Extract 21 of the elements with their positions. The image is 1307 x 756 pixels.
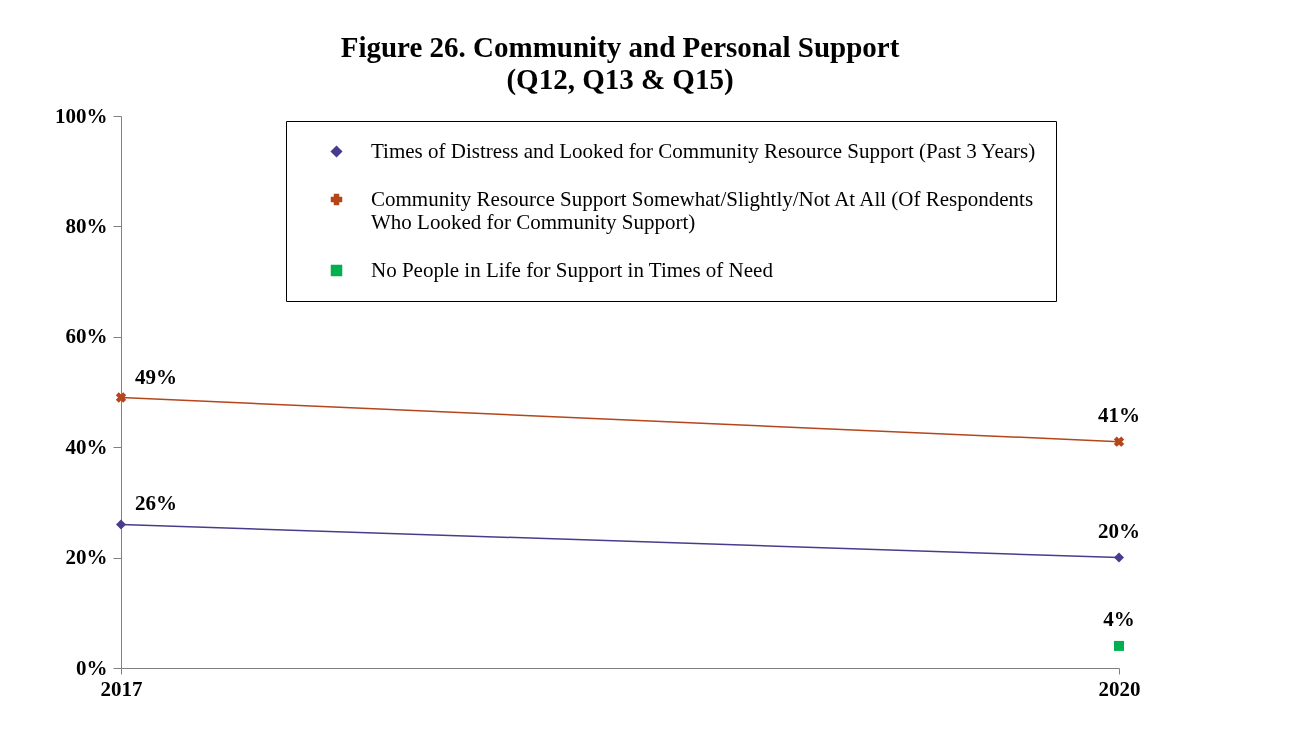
point [116, 519, 126, 530]
data-label: 49% [135, 364, 177, 389]
point [1114, 640, 1124, 651]
x-tick-label: 2020 [1098, 676, 1141, 701]
y-tick-label: 20% [65, 545, 108, 570]
legend-label: Community Resource Support Somewhat/Slightly/Not At All (Of Respondents Who Looked for Community Support) [371, 186, 1034, 234]
y-tick-label: 100% [55, 103, 108, 128]
legend-label: Times of Distress and Looked for Community Resource Support (Past 3 Years) [371, 138, 1036, 163]
y-tick-label: 80% [65, 213, 108, 238]
chart-title: Figure 26. Community and Personal Support [340, 31, 900, 63]
chart-subtitle: (Q12, Q13 & Q15) [506, 63, 734, 96]
y-tick-label: 40% [65, 434, 108, 459]
data-label: 26% [135, 491, 177, 516]
point [1113, 436, 1125, 447]
data-label: 41% [1098, 402, 1140, 427]
data-label: 20% [1098, 518, 1140, 543]
data-label: 4% [1103, 606, 1135, 631]
point [1114, 552, 1124, 563]
point [115, 392, 127, 403]
y-tick-label: 60% [65, 324, 108, 349]
legend-label: No People in Life for Support in Times of Need [371, 257, 774, 282]
